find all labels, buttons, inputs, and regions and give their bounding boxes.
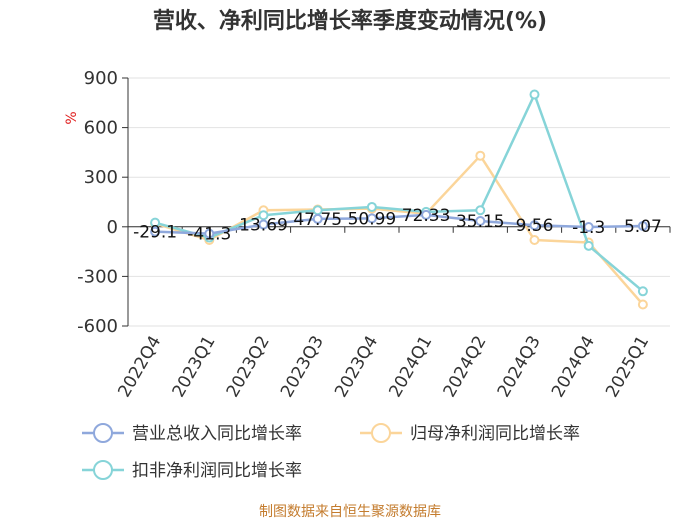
data-point <box>637 220 648 231</box>
data-point <box>150 226 161 237</box>
data-point <box>475 205 486 216</box>
source-footer: 制图数据来自恒生聚源数据库 <box>259 504 441 520</box>
y-tick-label: -600 <box>77 316 118 337</box>
legend-label: 归母净利润同比增长率 <box>410 424 580 444</box>
data-point <box>637 286 648 297</box>
data-label: 47.75 <box>293 210 342 230</box>
x-tick-label: 2024Q3 <box>494 333 545 401</box>
chart-title: 营收、净利同比增长率季度变动情况(%) <box>153 8 547 34</box>
x-tick-label: 2024Q2 <box>440 333 491 401</box>
data-point <box>475 150 486 161</box>
data-label: -41.3 <box>187 225 231 245</box>
y-tick-label: 0 <box>107 217 118 238</box>
legend-marker <box>93 423 113 443</box>
data-label: 35.15 <box>456 212 505 232</box>
series-2 <box>150 89 648 297</box>
x-tick-label: 2022Q4 <box>114 333 165 401</box>
data-label: -29.1 <box>133 223 177 243</box>
x-tick-label: 2024Q4 <box>548 333 599 401</box>
data-point <box>529 89 540 100</box>
data-label: -1.3 <box>572 218 605 238</box>
data-point <box>258 210 269 221</box>
data-point <box>312 213 323 224</box>
y-tick-label: -300 <box>77 266 118 287</box>
x-tick-label: 2023Q1 <box>169 333 220 401</box>
y-tick-label: 600 <box>84 118 118 139</box>
x-tick-label: 2023Q2 <box>223 333 274 401</box>
data-label: 50.99 <box>348 209 397 229</box>
data-point <box>421 209 432 220</box>
legend-marker <box>371 423 391 443</box>
legend-item: 营业总收入同比增长率 <box>82 423 302 444</box>
x-tick-label: 2023Q3 <box>277 333 328 401</box>
data-label: 9.56 <box>516 216 554 236</box>
series-lines <box>150 89 648 310</box>
x-tick-label: 2024Q1 <box>385 333 436 401</box>
x-tick-label: 2025Q1 <box>602 333 653 401</box>
data-point <box>583 240 594 251</box>
y-tick-label: 300 <box>84 167 118 188</box>
data-point <box>204 228 215 239</box>
data-labels: -29.1 -41.3 13.69 47.75 50.99 72.33 35.15 9.56-… <box>133 206 662 245</box>
y-axis-unit: % <box>64 111 80 124</box>
data-point <box>529 220 540 231</box>
legend-item: 归母净利润同比增长率 <box>360 423 580 444</box>
data-label: 13.69 <box>239 216 288 236</box>
legend-label: 营业总收入同比增长率 <box>132 424 302 444</box>
series-0 <box>150 209 648 239</box>
data-point <box>258 219 269 230</box>
data-point <box>366 201 377 212</box>
data-point <box>366 213 377 224</box>
legend-label: 扣非净利润同比增长率 <box>132 461 302 481</box>
data-label: 5.07 <box>624 217 662 237</box>
data-label: 72.33 <box>402 206 451 226</box>
series-line <box>155 213 643 235</box>
legend-marker <box>93 460 113 480</box>
data-point <box>637 299 648 310</box>
y-tick-label: 900 <box>84 68 118 89</box>
data-point <box>583 222 594 233</box>
x-tick-label: 2023Q4 <box>331 333 382 401</box>
legend-item: 扣非净利润同比增长率 <box>82 460 302 481</box>
grid <box>128 77 670 327</box>
data-point <box>529 235 540 246</box>
data-point <box>475 215 486 226</box>
series-line <box>154 93 644 293</box>
